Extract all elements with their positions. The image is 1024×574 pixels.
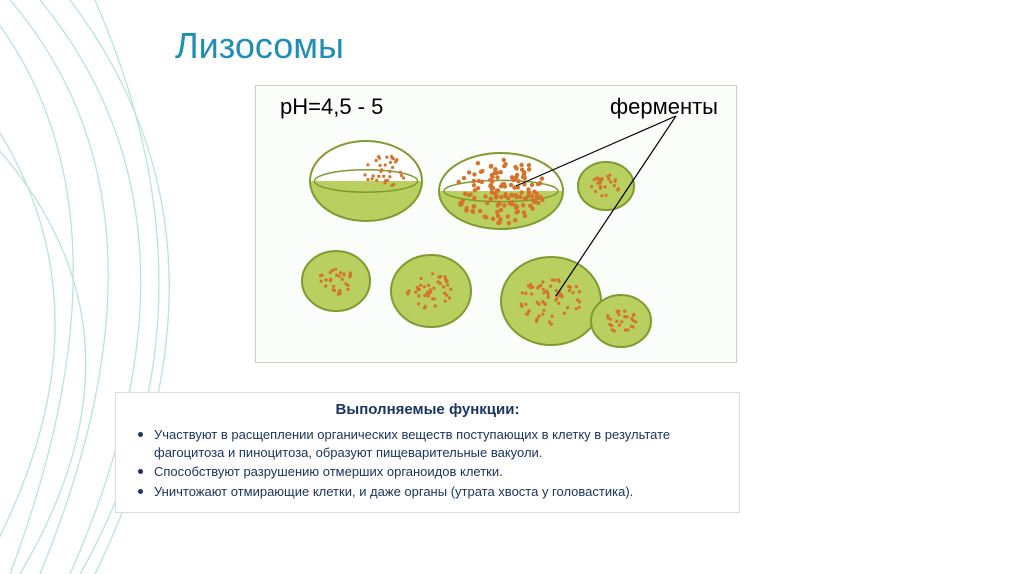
functions-box: Выполняемые функции: Участвуют в расщепл… <box>115 392 740 513</box>
slide: Лизосомы pH=4,5 - 5 ферменты Выполняемые… <box>0 0 1024 574</box>
function-item: Способствуют разрушению отмерших органои… <box>138 463 725 481</box>
functions-list: Участвуют в расщеплении органических вещ… <box>130 426 725 500</box>
diagram-svg <box>256 86 738 364</box>
functions-heading: Выполняемые функции: <box>130 401 725 418</box>
function-item: Уничтожают отмирающие клетки, и даже орг… <box>138 483 725 501</box>
page-title: Лизосомы <box>175 25 344 67</box>
function-item: Участвуют в расщеплении органических вещ… <box>138 426 725 461</box>
diagram-box: pH=4,5 - 5 ферменты <box>255 85 737 363</box>
